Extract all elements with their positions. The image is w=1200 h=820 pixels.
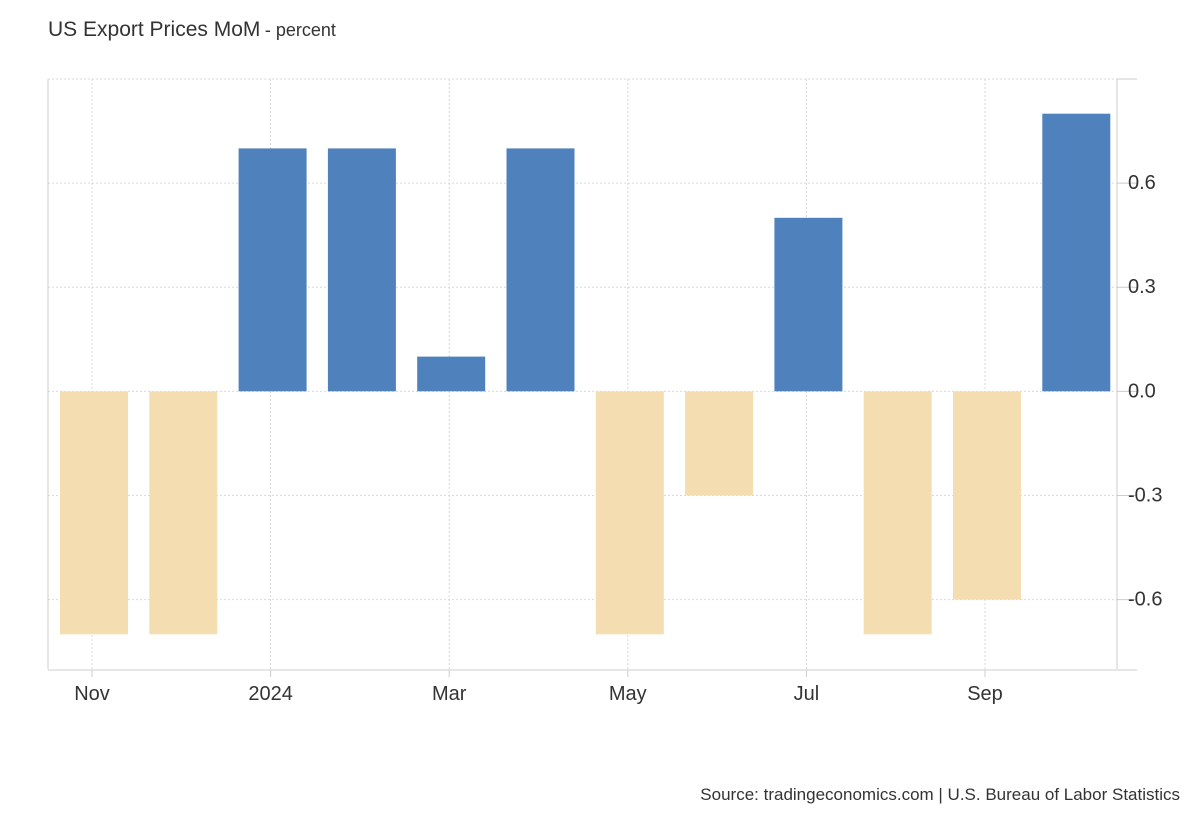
- bar: [1042, 113, 1111, 392]
- y-tick-label: 0.6: [1128, 172, 1156, 194]
- x-tick-label: Mar: [432, 683, 467, 705]
- bar: [327, 148, 396, 392]
- chart-subtitle: - percent: [264, 20, 336, 40]
- bar: [595, 391, 664, 635]
- y-tick-label: 0.0: [1128, 380, 1156, 402]
- x-tick-label: Sep: [967, 683, 1003, 705]
- bar: [60, 391, 128, 635]
- bar: [774, 217, 843, 392]
- x-tick-label: Jul: [794, 683, 820, 705]
- bar: [953, 391, 1021, 600]
- x-tick-label: May: [609, 683, 647, 705]
- bar: [685, 391, 754, 496]
- bar: [417, 356, 486, 392]
- x-tick-label: 2024: [248, 683, 293, 705]
- chart-title-block: US Export Prices MoM - percent: [48, 18, 336, 42]
- source-note: Source: tradingeconomics.com | U.S. Bure…: [700, 785, 1180, 804]
- y-tick-label: -0.6: [1128, 589, 1162, 611]
- y-tick-label: -0.3: [1128, 485, 1162, 507]
- bar: [238, 148, 307, 392]
- bar: [506, 148, 575, 392]
- chart-title: US Export Prices MoM: [48, 18, 261, 41]
- bar: [149, 391, 218, 635]
- y-tick-label: 0.3: [1128, 276, 1156, 298]
- bar: [863, 391, 932, 635]
- x-tick-label: Nov: [74, 683, 110, 705]
